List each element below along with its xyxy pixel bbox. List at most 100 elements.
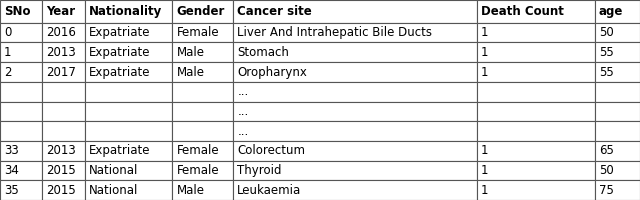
- Text: 1: 1: [481, 66, 489, 79]
- Bar: [477, 180, 595, 200]
- Bar: [85, 102, 172, 121]
- Bar: [595, 42, 640, 62]
- Text: Oropharynx: Oropharynx: [237, 66, 307, 79]
- Bar: [42, 121, 85, 141]
- Bar: [595, 62, 640, 82]
- Bar: [595, 102, 640, 121]
- Bar: [595, 141, 640, 161]
- Bar: [0, 102, 42, 121]
- Text: Gender: Gender: [177, 5, 225, 18]
- Bar: [42, 102, 85, 121]
- Bar: [0, 62, 42, 82]
- Text: Expatriate: Expatriate: [90, 46, 151, 59]
- Text: 2013: 2013: [46, 144, 76, 157]
- Bar: [85, 42, 172, 62]
- Text: National: National: [90, 164, 139, 177]
- Bar: [234, 82, 477, 102]
- Text: Female: Female: [177, 164, 219, 177]
- Bar: [0, 0, 42, 23]
- Text: Female: Female: [177, 144, 219, 157]
- Text: Male: Male: [177, 66, 204, 79]
- Bar: [0, 121, 42, 141]
- Bar: [234, 180, 477, 200]
- Bar: [42, 42, 85, 62]
- Bar: [595, 121, 640, 141]
- Bar: [234, 102, 477, 121]
- Text: 55: 55: [599, 46, 614, 59]
- Text: Expatriate: Expatriate: [90, 144, 151, 157]
- Text: Stomach: Stomach: [237, 46, 289, 59]
- Text: 1: 1: [4, 46, 12, 59]
- Text: 1: 1: [481, 26, 489, 39]
- Bar: [85, 121, 172, 141]
- Bar: [0, 180, 42, 200]
- Bar: [172, 62, 234, 82]
- Text: 65: 65: [599, 144, 614, 157]
- Bar: [42, 141, 85, 161]
- Bar: [0, 23, 42, 42]
- Bar: [234, 23, 477, 42]
- Text: Expatriate: Expatriate: [90, 26, 151, 39]
- Bar: [234, 0, 477, 23]
- Text: 1: 1: [481, 46, 489, 59]
- Text: 50: 50: [599, 26, 614, 39]
- Text: 1: 1: [481, 184, 489, 197]
- Bar: [477, 62, 595, 82]
- Text: Leukaemia: Leukaemia: [237, 184, 301, 197]
- Bar: [172, 82, 234, 102]
- Text: SNo: SNo: [4, 5, 31, 18]
- Bar: [172, 121, 234, 141]
- Text: Nationality: Nationality: [90, 5, 163, 18]
- Bar: [42, 23, 85, 42]
- Bar: [172, 42, 234, 62]
- Text: Liver And Intrahepatic Bile Ducts: Liver And Intrahepatic Bile Ducts: [237, 26, 433, 39]
- Bar: [42, 0, 85, 23]
- Text: age: age: [599, 5, 623, 18]
- Text: Colorectum: Colorectum: [237, 144, 305, 157]
- Text: 33: 33: [4, 144, 19, 157]
- Text: ...: ...: [237, 85, 248, 98]
- Bar: [234, 42, 477, 62]
- Bar: [42, 161, 85, 180]
- Bar: [234, 121, 477, 141]
- Bar: [0, 42, 42, 62]
- Text: Year: Year: [46, 5, 75, 18]
- Bar: [595, 82, 640, 102]
- Text: Male: Male: [177, 184, 204, 197]
- Text: Male: Male: [177, 46, 204, 59]
- Bar: [477, 141, 595, 161]
- Bar: [85, 141, 172, 161]
- Bar: [477, 121, 595, 141]
- Bar: [85, 23, 172, 42]
- Text: Female: Female: [177, 26, 219, 39]
- Bar: [172, 161, 234, 180]
- Bar: [595, 0, 640, 23]
- Bar: [172, 23, 234, 42]
- Bar: [234, 62, 477, 82]
- Bar: [172, 180, 234, 200]
- Bar: [85, 0, 172, 23]
- Bar: [172, 141, 234, 161]
- Bar: [42, 180, 85, 200]
- Bar: [42, 82, 85, 102]
- Text: 2015: 2015: [46, 164, 76, 177]
- Text: 2013: 2013: [46, 46, 76, 59]
- Bar: [595, 161, 640, 180]
- Bar: [85, 180, 172, 200]
- Text: Thyroid: Thyroid: [237, 164, 282, 177]
- Text: Cancer site: Cancer site: [237, 5, 312, 18]
- Text: 50: 50: [599, 164, 614, 177]
- Bar: [0, 141, 42, 161]
- Text: Death Count: Death Count: [481, 5, 564, 18]
- Text: 2015: 2015: [46, 184, 76, 197]
- Bar: [477, 82, 595, 102]
- Bar: [595, 23, 640, 42]
- Bar: [234, 141, 477, 161]
- Text: 55: 55: [599, 66, 614, 79]
- Bar: [477, 23, 595, 42]
- Text: ...: ...: [237, 105, 248, 118]
- Bar: [172, 0, 234, 23]
- Bar: [477, 42, 595, 62]
- Text: 1: 1: [481, 144, 489, 157]
- Bar: [172, 102, 234, 121]
